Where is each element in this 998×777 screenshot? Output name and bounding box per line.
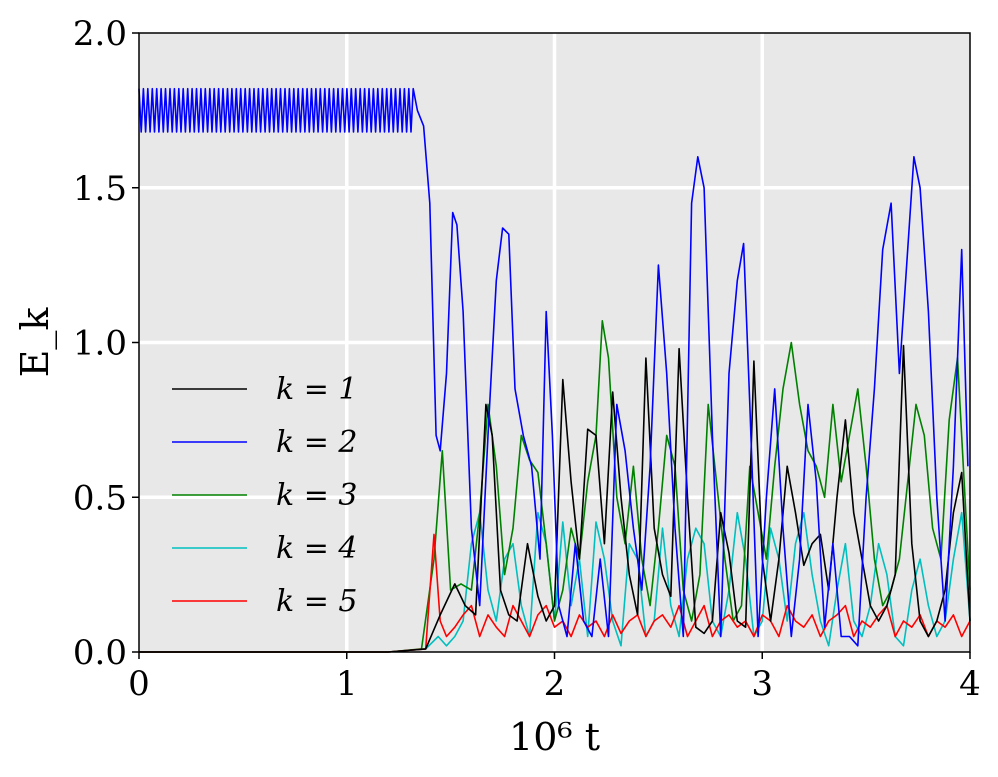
y-tick-label: 1.5 [73, 169, 127, 209]
y-tick-label: 0.0 [73, 633, 127, 673]
y-tick-label: 1.0 [73, 324, 127, 364]
legend-label: k = 4 [276, 531, 357, 566]
legend-label: k = 1 [276, 372, 357, 407]
x-tick-label: 2 [544, 664, 566, 704]
y-tick-label: 0.5 [73, 478, 127, 518]
x-tick-label: 1 [336, 664, 358, 704]
legend: k = 1 k = 2 k = 3 k = 4 k = 5 [172, 372, 357, 619]
series-line-k4 [139, 511, 971, 653]
legend-label: k = 5 [276, 584, 357, 619]
axis-ticks: 0 1 2 3 4 0.0 0.5 1.0 1.5 2.0 [73, 14, 981, 704]
series-line-k3 [139, 319, 971, 653]
legend-label: k = 2 [276, 425, 357, 460]
y-tick-label: 2.0 [73, 14, 127, 54]
series-line-k5 [139, 533, 971, 653]
series-line-k1 [139, 344, 971, 653]
x-tick-label: 3 [751, 664, 773, 704]
series-line-k2 [138, 87, 969, 647]
legend-label: k = 3 [276, 478, 357, 513]
y-axis-label: E_k [13, 307, 58, 378]
x-axis-label: 10⁶ t [509, 715, 600, 759]
x-tick-label: 4 [959, 664, 981, 704]
series-layer [138, 87, 971, 653]
x-tick-label: 0 [128, 664, 150, 704]
